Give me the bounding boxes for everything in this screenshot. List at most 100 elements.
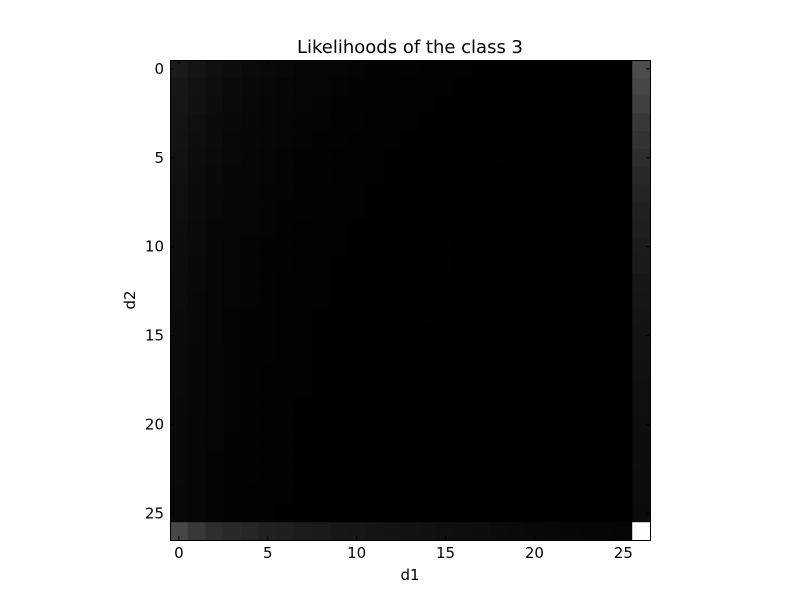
heatmap-cell: [596, 433, 616, 452]
heatmap-cell: [525, 202, 544, 221]
heatmap-cell: [347, 148, 367, 168]
heatmap-cell: [258, 255, 278, 274]
heatmap-cell: [347, 291, 367, 310]
heatmap-cell: [294, 202, 313, 221]
heatmap-cell: [347, 184, 367, 203]
heatmap-cell: [312, 380, 331, 399]
heatmap-cell: [365, 486, 384, 506]
heatmap-cell: [561, 380, 580, 399]
heatmap-cell: [507, 273, 527, 292]
heatmap-cell: [294, 380, 313, 399]
heatmap-cell: [401, 166, 420, 186]
heatmap-cell: [418, 308, 438, 328]
heatmap-cell: [187, 202, 207, 221]
heatmap-cell: [472, 166, 491, 186]
heatmap-cell: [561, 202, 580, 221]
heatmap-cell: [561, 486, 580, 506]
heatmap-cell: [490, 255, 509, 274]
heatmap-cell: [347, 486, 367, 506]
heatmap-cell: [418, 273, 438, 292]
heatmap-cell: [454, 504, 473, 523]
heatmap-cell: [276, 486, 296, 506]
heatmap-cell: [347, 202, 367, 221]
heatmap-cell: [294, 344, 313, 363]
heatmap-cell: [543, 237, 562, 257]
heatmap-cell: [436, 202, 456, 221]
heatmap-cell: [170, 397, 189, 417]
y-tick-label: 5: [154, 149, 164, 167]
heatmap-cell: [401, 451, 420, 470]
heatmap-cell: [596, 255, 616, 274]
heatmap-cell: [347, 397, 367, 417]
heatmap-cell: [276, 220, 296, 239]
x-tick-label: 10: [347, 544, 366, 562]
heatmap-cell: [205, 148, 224, 168]
heatmap-cell: [365, 468, 384, 488]
heatmap-cell: [596, 468, 616, 488]
heatmap-cell: [561, 237, 580, 257]
heatmap-cell: [276, 60, 296, 79]
heatmap-cell: [507, 451, 527, 470]
heatmap-cell: [258, 362, 278, 381]
heatmap-cell: [223, 237, 242, 257]
heatmap-cell: [294, 415, 313, 434]
heatmap-cell: [187, 344, 207, 363]
heatmap-cell: [472, 77, 491, 97]
heatmap-cell: [490, 504, 509, 523]
heatmap-cell: [418, 148, 438, 168]
heatmap-cell: [632, 95, 651, 114]
heatmap-cell: [507, 148, 527, 168]
heatmap-cell: [401, 202, 420, 221]
heatmap-cell: [596, 166, 616, 186]
heatmap-cell: [330, 522, 349, 541]
heatmap-cell: [632, 60, 651, 79]
heatmap-cell: [383, 255, 402, 274]
heatmap-cell: [223, 255, 242, 274]
heatmap-cell: [276, 255, 296, 274]
heatmap-cell: [436, 308, 456, 328]
heatmap-cell: [241, 380, 260, 399]
heatmap-cell: [418, 237, 438, 257]
heatmap-cell: [632, 344, 651, 363]
heatmap-cell: [632, 166, 651, 186]
heatmap-cell: [347, 451, 367, 470]
heatmap-cell: [294, 220, 313, 239]
heatmap-cell: [330, 220, 349, 239]
heatmap-cell: [596, 415, 616, 434]
heatmap-cell: [312, 95, 331, 114]
heatmap-cell: [258, 504, 278, 523]
heatmap-cell: [312, 237, 331, 257]
heatmap-cell: [347, 60, 367, 79]
heatmap-cell: [294, 166, 313, 186]
heatmap-cell: [347, 468, 367, 488]
heatmap-cell: [418, 433, 438, 452]
heatmap-cell: [347, 522, 367, 541]
heatmap-cell: [596, 95, 616, 114]
heatmap-cell: [170, 202, 189, 221]
heatmap-cell: [258, 95, 278, 114]
heatmap-cell: [614, 504, 633, 523]
heatmap-cell: [241, 451, 260, 470]
heatmap-cell: [614, 397, 633, 417]
heatmap-cell: [330, 95, 349, 114]
heatmap-cell: [347, 95, 367, 114]
heatmap-cell: [330, 380, 349, 399]
heatmap-cell: [241, 77, 260, 97]
heatmap-cell: [578, 308, 598, 328]
heatmap-cell: [578, 184, 598, 203]
heatmap-cell: [596, 202, 616, 221]
heatmap-cell: [472, 291, 491, 310]
heatmap-cell: [205, 415, 224, 434]
heatmap-cell: [472, 397, 491, 417]
heatmap-cell: [312, 397, 331, 417]
heatmap-cell: [294, 486, 313, 506]
heatmap-cell: [170, 113, 189, 132]
heatmap-cell: [383, 522, 402, 541]
heatmap-cell: [525, 326, 544, 346]
heatmap-cell: [170, 166, 189, 186]
heatmap-cell: [187, 255, 207, 274]
heatmap-cell: [401, 131, 420, 150]
heatmap-cell: [223, 344, 242, 363]
heatmap-cell: [187, 184, 207, 203]
heatmap-cell: [543, 326, 562, 346]
